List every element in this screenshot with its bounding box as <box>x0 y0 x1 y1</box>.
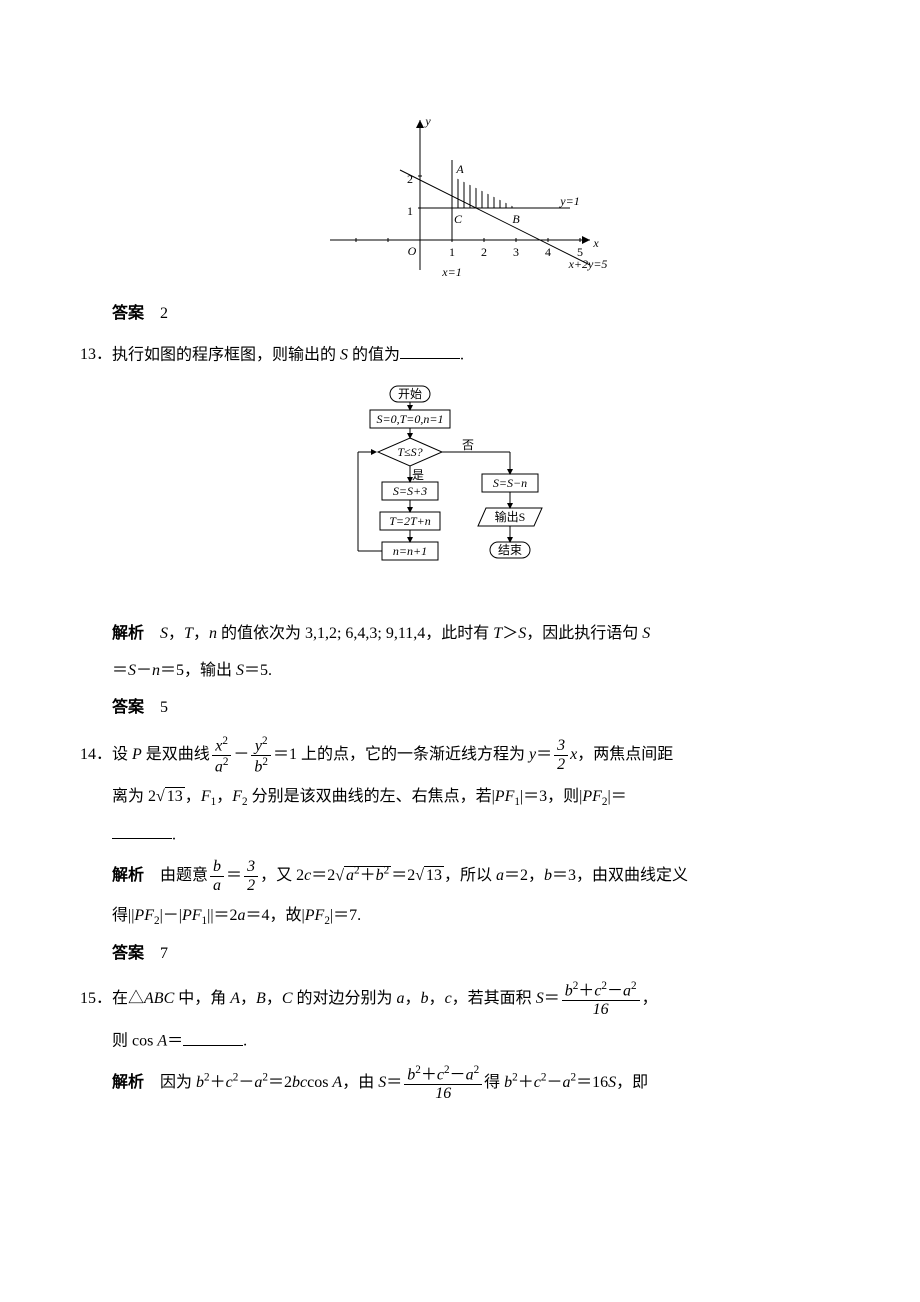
answer-12: 答案 2 <box>80 300 840 329</box>
y-axis-label: y <box>424 114 431 128</box>
svg-text:S=S+3: S=S+3 <box>393 484 427 498</box>
svg-text:S=0,T=0,n=1: S=0,T=0,n=1 <box>377 412 444 426</box>
blank-15 <box>183 1027 243 1046</box>
solution-label-14: 解析 <box>112 867 144 884</box>
x-axis-label: x <box>592 236 599 250</box>
line-y1-label: y=1 <box>559 194 579 208</box>
point-A: A <box>455 162 464 176</box>
svg-text:S=S−n: S=S−n <box>493 476 527 490</box>
svg-text:T≤S?: T≤S? <box>397 445 422 459</box>
svg-text:结束: 结束 <box>498 543 522 557</box>
answer-label-14: 答案 <box>112 945 144 962</box>
point-B: B <box>512 212 520 226</box>
origin-label: O <box>408 244 417 258</box>
answer-value: 2 <box>160 305 168 322</box>
svg-text:n=n+1: n=n+1 <box>393 544 427 558</box>
solution-13: 解析 S，T，n 的值依次为 3,1,2; 6,4,3; 9,11,4，此时有 … <box>80 620 840 722</box>
line-sum-label: x+2y=5 <box>568 257 608 271</box>
question-15: 15．在△ABC 中，角 A，B，C 的对边分别为 a，b，c，若其面积 S＝b… <box>112 980 840 1102</box>
point-C: C <box>454 212 463 226</box>
q14-number: 14． <box>80 741 112 770</box>
answer-label: 答案 <box>112 305 144 322</box>
svg-text:1: 1 <box>449 245 455 259</box>
line-x1-label: x=1 <box>441 265 461 279</box>
svg-text:1: 1 <box>407 204 413 218</box>
svg-text:开始: 开始 <box>398 387 422 401</box>
flowchart-figure: 开始 S=0,T=0,n=1 T≤S? 是 否 S=S+3 T=2T+n n=n… <box>80 380 840 600</box>
answer-value-13: 5 <box>160 699 168 716</box>
answer-label-13: 答案 <box>112 699 144 716</box>
solution-label-15: 解析 <box>112 1074 144 1091</box>
coordinate-graph: x y O 1 2 3 4 5 1 2 <box>80 110 840 280</box>
solution-label: 解析 <box>112 625 144 642</box>
blank-13 <box>400 341 460 360</box>
q15-number: 15． <box>80 985 112 1014</box>
svg-text:否: 否 <box>462 438 474 452</box>
svg-text:输出S: 输出S <box>495 509 526 524</box>
question-13: 13．执行如图的程序框图，则输出的 S 的值为. <box>112 341 840 370</box>
svg-text:T=2T+n: T=2T+n <box>389 514 431 528</box>
blank-14 <box>112 821 172 840</box>
hatch-region <box>452 170 512 210</box>
question-14: 14．设 P 是双曲线x2a2－y2b2＝1 上的点，它的一条渐近线方程为 y＝… <box>112 735 840 969</box>
svg-text:2: 2 <box>481 245 487 259</box>
svg-text:3: 3 <box>513 245 519 259</box>
svg-text:4: 4 <box>545 245 551 259</box>
svg-text:是: 是 <box>412 468 424 482</box>
answer-value-14: 7 <box>160 945 168 962</box>
q13-number: 13． <box>80 341 112 370</box>
